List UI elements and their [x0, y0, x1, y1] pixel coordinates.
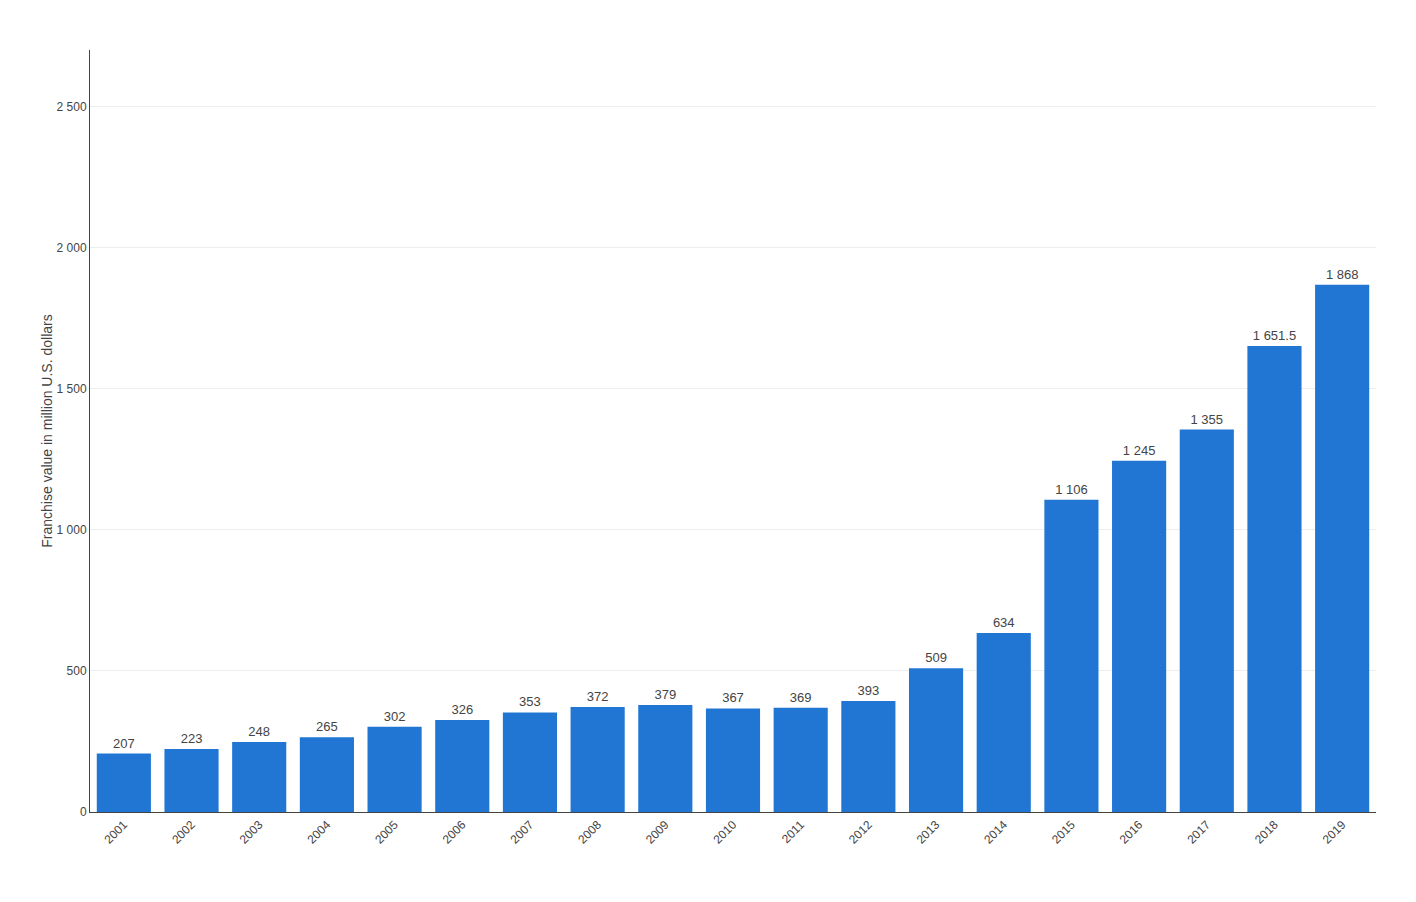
svg-text:2009: 2009 [643, 818, 672, 847]
svg-text:2 000: 2 000 [57, 241, 87, 255]
svg-text:2019: 2019 [1320, 818, 1349, 847]
svg-text:2008: 2008 [575, 818, 604, 847]
svg-text:302: 302 [384, 709, 406, 724]
svg-text:1 868: 1 868 [1326, 267, 1359, 282]
svg-text:2004: 2004 [304, 818, 333, 847]
svg-text:2001: 2001 [101, 818, 130, 847]
svg-text:1 245: 1 245 [1123, 443, 1156, 458]
svg-text:326: 326 [451, 702, 473, 717]
svg-text:2007: 2007 [508, 818, 537, 847]
svg-text:1 651.5: 1 651.5 [1253, 328, 1296, 343]
svg-text:1 000: 1 000 [57, 523, 87, 537]
svg-text:223: 223 [181, 731, 203, 746]
svg-text:2015: 2015 [1049, 818, 1078, 847]
svg-text:2014: 2014 [981, 818, 1010, 847]
svg-text:2002: 2002 [169, 818, 198, 847]
svg-text:2013: 2013 [914, 818, 943, 847]
svg-text:2 500: 2 500 [57, 100, 87, 114]
svg-text:2010: 2010 [711, 818, 740, 847]
svg-text:2018: 2018 [1252, 818, 1281, 847]
svg-text:634: 634 [993, 615, 1015, 630]
svg-text:265: 265 [316, 719, 338, 734]
svg-text:2006: 2006 [440, 818, 469, 847]
svg-text:2011: 2011 [779, 818, 807, 846]
svg-text:2012: 2012 [846, 818, 875, 847]
svg-text:Franchise value in million U.S: Franchise value in million U.S. dollars [39, 314, 55, 547]
svg-text:1 500: 1 500 [57, 382, 87, 396]
svg-text:2005: 2005 [372, 818, 401, 847]
svg-text:2017: 2017 [1184, 818, 1213, 847]
svg-text:500: 500 [67, 664, 87, 678]
svg-text:353: 353 [519, 694, 541, 709]
svg-text:372: 372 [587, 689, 609, 704]
svg-text:1 355: 1 355 [1191, 412, 1224, 427]
svg-text:1 106: 1 106 [1055, 482, 1088, 497]
svg-text:367: 367 [722, 690, 744, 705]
svg-text:248: 248 [248, 724, 270, 739]
svg-text:207: 207 [113, 736, 135, 751]
svg-text:379: 379 [654, 687, 676, 702]
svg-text:0: 0 [80, 805, 87, 819]
svg-text:2003: 2003 [237, 818, 266, 847]
svg-text:393: 393 [858, 683, 880, 698]
svg-text:369: 369 [790, 690, 812, 705]
svg-text:509: 509 [925, 650, 947, 665]
svg-text:2016: 2016 [1117, 818, 1146, 847]
